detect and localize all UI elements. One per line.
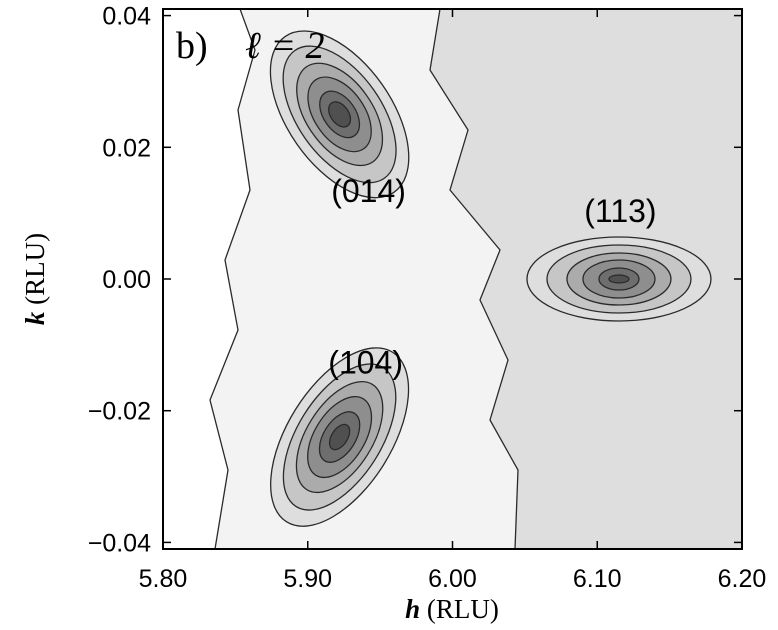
x-axis-label: h (RLU) bbox=[405, 594, 499, 624]
y-tick-label: 0.04 bbox=[102, 3, 151, 31]
x-tick-label: 6.00 bbox=[428, 565, 477, 593]
x-tick-label: 5.90 bbox=[283, 565, 332, 593]
x-tick-label: 5.80 bbox=[139, 565, 188, 593]
contour-layers bbox=[163, 9, 742, 549]
y-tick-label: 0.00 bbox=[102, 266, 151, 294]
panel-label: b) bbox=[176, 25, 208, 67]
contour-peak-1-level-7 bbox=[328, 101, 352, 128]
peak-labels: (014) (113) (104) bbox=[328, 173, 656, 380]
x-tick-label: 6.10 bbox=[573, 565, 622, 593]
peak-label: (113) bbox=[584, 193, 656, 229]
panel-condition: ℓ = 2 bbox=[245, 25, 324, 67]
peak-label: (014) bbox=[331, 173, 406, 209]
y-tick-label: −0.02 bbox=[88, 398, 151, 426]
contour-peak-3-level-7 bbox=[328, 423, 351, 451]
peak-label: (104) bbox=[328, 344, 403, 380]
y-tick-label: −0.04 bbox=[88, 529, 151, 557]
y-axis-label: k (RLU) bbox=[20, 233, 50, 325]
y-tick-label: 0.02 bbox=[102, 134, 151, 162]
x-axis-ticks: 5.80 5.90 6.00 6.10 6.20 bbox=[139, 9, 767, 593]
y-axis-ticks: −0.04 −0.02 0.00 0.02 0.04 bbox=[88, 3, 742, 557]
x-tick-label: 6.20 bbox=[718, 565, 767, 593]
contour-peak-2-level-7 bbox=[608, 274, 630, 284]
